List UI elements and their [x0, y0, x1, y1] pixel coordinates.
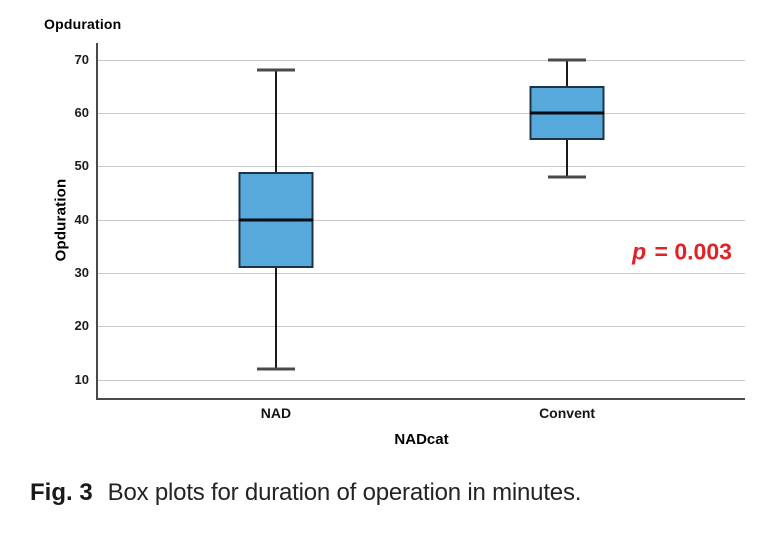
y-tick-label-50: 50 — [74, 158, 89, 174]
y-tick-label-30: 30 — [74, 265, 89, 281]
gridline-30 — [98, 273, 745, 275]
chart-title: Opduration — [44, 16, 122, 32]
gridline-50 — [98, 166, 745, 168]
x-tick-label-nad: NAD — [260, 405, 292, 421]
y-tick-label-40: 40 — [74, 211, 89, 227]
convent-whisker-cap-min — [548, 175, 587, 179]
nad-upper-whisker — [274, 70, 277, 172]
figure-caption-label: Fig. 3 — [30, 479, 93, 506]
p-value-annotation: p = 0.003 — [632, 239, 732, 266]
gridline-70 — [98, 59, 745, 61]
plot-area: p = 0.003 NADcat 10 20 30 40 50 60 70 NAD Conven… — [75, 43, 745, 448]
p-symbol: p — [632, 238, 647, 265]
x-tick-label-convent: Convent — [539, 405, 596, 421]
gridline-40 — [98, 219, 745, 221]
y-tick-label-10: 10 — [74, 372, 89, 388]
figure-caption: Fig. 3 Box plots for duration of operatio… — [30, 479, 581, 507]
convent-median-line — [529, 111, 605, 115]
gridline-20 — [98, 326, 745, 328]
gridline-10 — [98, 379, 745, 381]
convent-upper-whisker — [566, 59, 569, 87]
nad-whisker-cap-min — [256, 367, 295, 371]
y-tick-label-20: 20 — [74, 318, 89, 334]
y-axis-title: Opduration — [52, 178, 70, 262]
y-tick-label-70: 70 — [74, 51, 89, 67]
figure-caption-text: Box plots for duration of operation in m… — [107, 479, 582, 506]
nad-median-line — [238, 218, 314, 222]
nad-whisker-cap-max — [256, 68, 295, 72]
gridline-60 — [98, 112, 745, 114]
x-axis-title: NADcat — [394, 431, 449, 448]
convent-lower-whisker — [566, 139, 569, 177]
y-tick-label-60: 60 — [74, 105, 89, 121]
convent-whisker-cap-max — [548, 58, 587, 62]
p-value-text: = 0.003 — [648, 238, 732, 265]
nad-lower-whisker — [274, 267, 277, 370]
